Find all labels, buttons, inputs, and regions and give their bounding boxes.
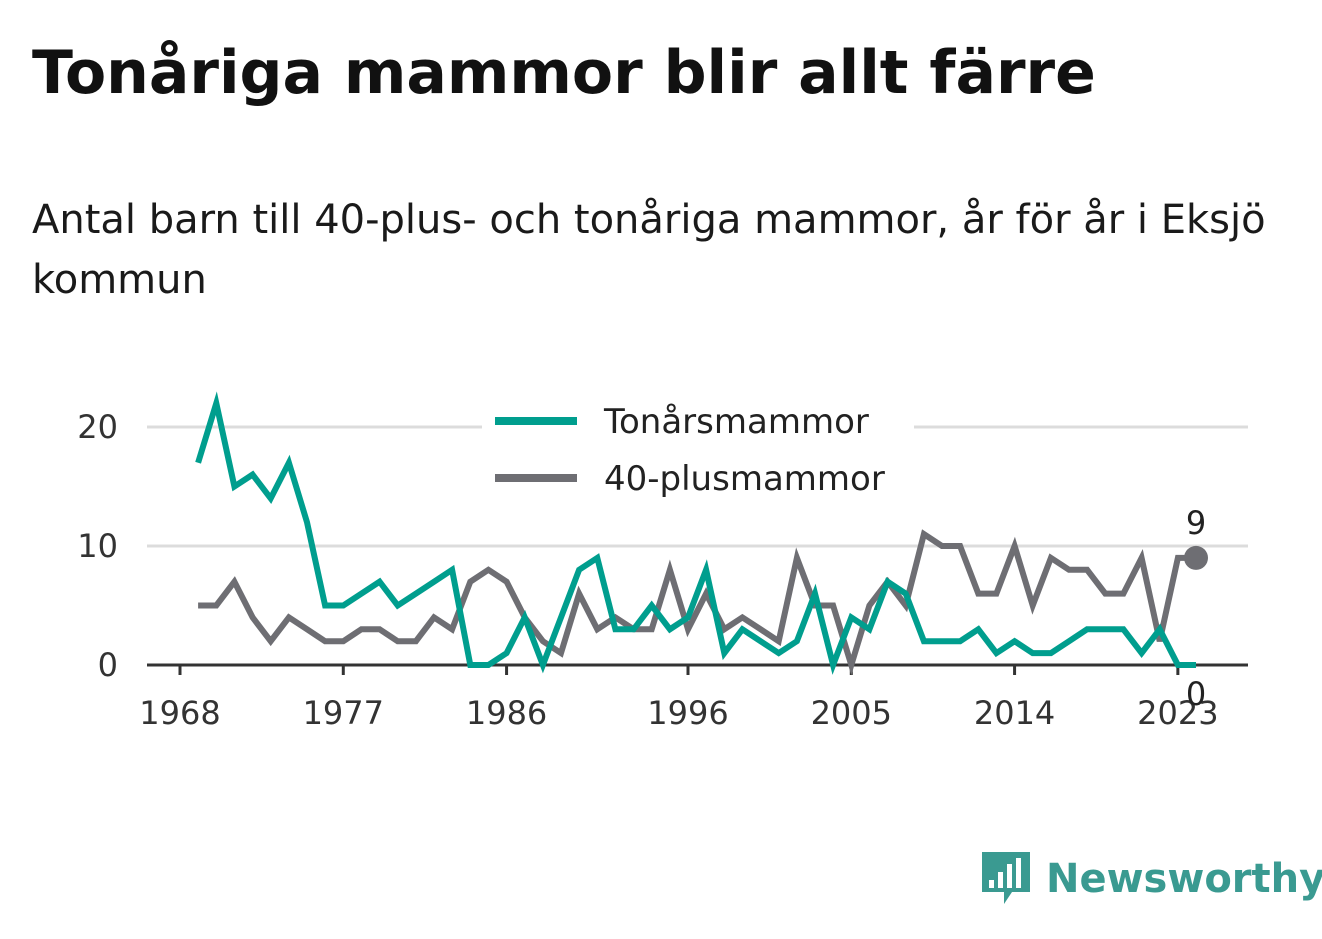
y-tick-label: 0: [98, 646, 118, 684]
series-line-tonarsmammor: [195, 391, 1196, 675]
legend-entry: Tonårsmammor: [603, 402, 869, 442]
y-axis-ticks: 0 10 20: [77, 408, 118, 684]
chart-title: Tonåriga mammor blir allt färre: [32, 38, 1096, 108]
x-tick-label: 1996: [647, 694, 728, 732]
x-tick-label: 2023: [1137, 694, 1218, 732]
brand-name: Newsworthy: [1046, 856, 1322, 902]
x-tick-label: 2014: [974, 694, 1055, 732]
x-tick-label: 1968: [139, 694, 220, 732]
chart-subtitle: Antal barn till 40-plus- och tonåriga ma…: [32, 197, 1266, 303]
legend: Tonårsmammor 40-plusmammor: [482, 392, 914, 514]
x-tick-label: 1986: [466, 694, 547, 732]
end-point-40-plusmammor: [1184, 545, 1208, 570]
legend-entry: 40-plusmammor: [604, 459, 885, 499]
end-labels: 90: [1184, 504, 1208, 713]
series-lines: [195, 391, 1196, 676]
y-tick-label: 10: [77, 527, 118, 565]
x-tick-label: 1977: [303, 694, 384, 732]
newsworthy-bar-chart-icon: [982, 852, 1030, 904]
x-tick-label: 2005: [811, 694, 892, 732]
end-label-tonarsmammor: 0: [1186, 675, 1206, 713]
x-axis-ticks: 1968 1977 1986 1996 2005 2014 2023: [139, 665, 1219, 732]
end-label-40-plusmammor: 9: [1186, 504, 1206, 542]
y-tick-label: 20: [77, 408, 118, 446]
brand-logo: Newsworthy: [980, 848, 1322, 910]
legend-background: [482, 392, 914, 514]
series-line-40-plusmammor: [198, 529, 1196, 676]
